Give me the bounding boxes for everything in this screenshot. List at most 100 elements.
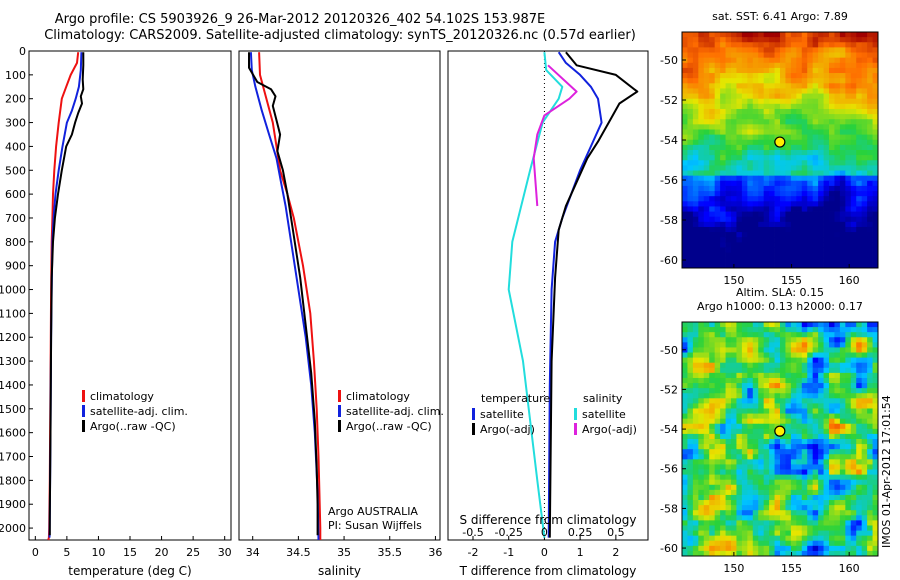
sst-map-cell <box>769 196 775 202</box>
sla-map-cell <box>692 464 699 470</box>
sst-map-cell <box>747 232 754 238</box>
sla-map-cell <box>790 510 797 516</box>
sst-map-cell <box>834 144 841 151</box>
sst-map-cell <box>752 196 759 202</box>
sla-map-cell <box>763 327 770 333</box>
sla-map-cell <box>720 342 726 348</box>
sla-map-cell <box>861 454 868 460</box>
sst-map-cell <box>758 196 765 202</box>
sst-map-argo-position-marker <box>774 136 786 148</box>
sla-map-cell <box>692 530 699 537</box>
sst-map-cell <box>714 211 721 218</box>
sst-map-cell <box>867 165 873 171</box>
sst-map-cell <box>801 108 808 115</box>
sst-map-cell <box>785 124 792 130</box>
sst-map-cell <box>725 57 732 64</box>
differences-xtick-label: 0 <box>541 546 548 559</box>
sla-map-cell <box>856 540 863 547</box>
sla-map-cell <box>801 377 808 384</box>
page-title-line1: Argo profile: CS 5903926_9 26-Mar-2012 2… <box>54 12 546 27</box>
sst-map-cell <box>736 83 743 89</box>
sst-map-cell <box>714 160 721 166</box>
sst-map-cell <box>790 185 797 192</box>
sla-map-cell <box>850 505 857 511</box>
sla-map-cell <box>747 393 754 399</box>
sst-map-cell <box>796 103 803 110</box>
sla-map-xtick-label: 160 <box>839 562 860 575</box>
sla-map-cell <box>731 439 737 445</box>
sla-map-cell <box>769 494 775 501</box>
sst-map-cell <box>763 42 770 48</box>
sst-map-cell <box>872 221 879 228</box>
sla-map-cell <box>709 469 716 476</box>
sla-map-cell <box>872 494 879 501</box>
sla-map-cell <box>785 388 792 394</box>
sla-map-cell <box>692 505 699 511</box>
sst-map-cell <box>720 52 726 59</box>
sst-map-cell <box>807 196 814 202</box>
sla-map-cell <box>731 545 737 552</box>
sst-map-cell <box>829 252 835 259</box>
sst-map-cell <box>807 165 814 171</box>
sla-map-cell <box>774 332 781 338</box>
sla-map-cell <box>867 377 873 384</box>
sst-map-cell <box>796 134 803 141</box>
sst-map-cell <box>861 170 868 177</box>
sst-map-cell <box>714 62 721 69</box>
sla-map-cell <box>807 525 814 531</box>
sst-map-cell <box>790 47 797 53</box>
sla-map-cell <box>741 469 748 476</box>
sla-map-cell <box>758 510 765 516</box>
sst-map-cell <box>682 242 688 248</box>
sla-map-cell <box>861 398 868 404</box>
sla-map-cell <box>872 357 879 364</box>
sla-map-cell <box>801 403 808 409</box>
page-title-line2: Climatology: CARS2009. Satellite-adjuste… <box>44 28 636 43</box>
sla-map-cell <box>769 372 775 379</box>
sla-map-cell <box>720 393 726 399</box>
sst-map-cell <box>758 216 765 223</box>
sst-map-cell <box>747 242 754 248</box>
sst-map-cell <box>867 129 873 136</box>
sst-map-cell <box>850 150 857 156</box>
sst-map-cell <box>839 232 846 238</box>
sst-map-cell <box>823 170 830 177</box>
sla-map-cell <box>850 357 857 364</box>
sla-map-cell <box>698 525 705 531</box>
sla-map-cell <box>812 332 819 338</box>
sst-map-cell <box>720 62 726 69</box>
sla-map-cell <box>687 332 694 338</box>
sst-map-cell <box>796 37 803 43</box>
sst-map-cell <box>709 262 716 269</box>
sla-map-cell <box>763 505 770 511</box>
sla-map-cell <box>796 444 803 450</box>
sla-map-cell <box>780 515 786 521</box>
sla-map-cell <box>731 535 737 542</box>
sst-map-cell <box>752 73 759 79</box>
sst-map-cell <box>763 93 770 100</box>
sst-map-cell <box>758 62 765 69</box>
sst-map-cell <box>872 108 879 115</box>
sla-map-cell <box>845 520 852 526</box>
sla-map-cell <box>834 510 841 516</box>
sst-map-cell <box>692 232 699 238</box>
sst-map-cell <box>812 257 819 264</box>
sst-map-cell <box>839 252 846 259</box>
sst-map-cell <box>720 88 726 94</box>
sla-map-cell <box>774 347 781 353</box>
sst-map-cell <box>823 257 830 264</box>
sst-map-cell <box>714 185 721 192</box>
sla-map-cell <box>703 403 710 409</box>
sla-map-cell <box>834 433 841 440</box>
sla-map-cell <box>845 489 852 496</box>
sst-map-cell <box>692 114 699 120</box>
sla-map-cell <box>845 352 852 359</box>
sla-map-cell <box>709 505 716 511</box>
sla-map-cell <box>785 408 792 414</box>
sst-map-cell <box>796 57 803 64</box>
sla-map-cell <box>731 454 737 460</box>
sla-map-cell <box>769 550 775 557</box>
sst-map-cell <box>709 237 716 243</box>
sla-map-cell <box>872 398 879 404</box>
sst-map-cell <box>714 206 721 212</box>
